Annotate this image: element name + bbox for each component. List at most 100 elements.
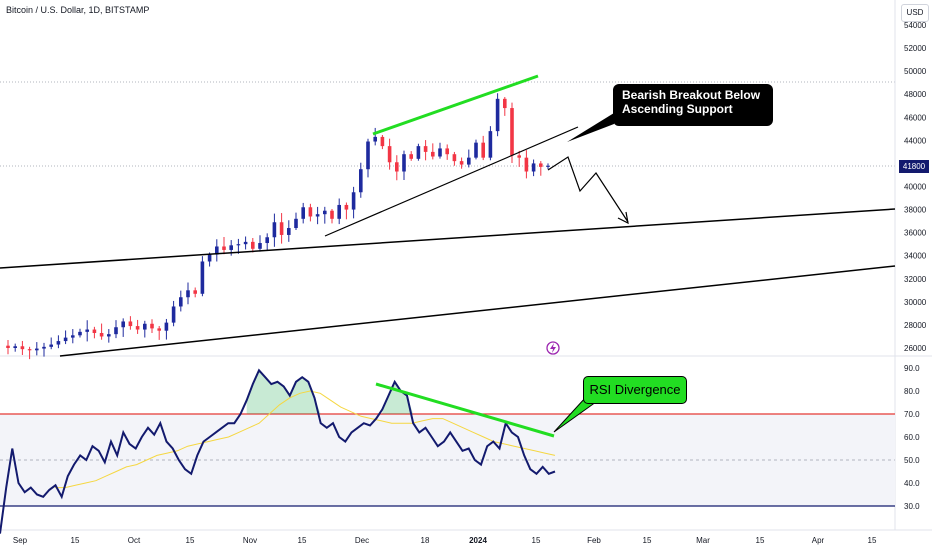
rsi-tick-label: 70.0 bbox=[904, 410, 920, 419]
candle bbox=[150, 319, 154, 333]
candle bbox=[157, 326, 161, 340]
rsi-tick-label: 80.0 bbox=[904, 387, 920, 396]
candle bbox=[416, 143, 421, 161]
candle bbox=[517, 150, 521, 167]
rsi-divergence-trendline bbox=[375, 382, 555, 438]
candle bbox=[71, 329, 75, 344]
candle bbox=[452, 151, 457, 166]
price-tick-label: 28000 bbox=[904, 321, 927, 330]
candle bbox=[366, 138, 370, 178]
candle bbox=[294, 212, 298, 230]
rsi-tick-label: 60.0 bbox=[904, 433, 920, 442]
bearish-breakout-callout: Bearish Breakout Below Ascending Support bbox=[613, 84, 773, 126]
time-tick-label: 15 bbox=[186, 536, 195, 545]
candles-group bbox=[6, 93, 550, 360]
candle bbox=[423, 140, 428, 161]
candle bbox=[200, 256, 205, 297]
candle bbox=[380, 134, 385, 150]
price-tick-label: 36000 bbox=[904, 229, 927, 238]
rsi-moving-average bbox=[55, 390, 556, 489]
candle bbox=[359, 162, 363, 198]
candle bbox=[344, 202, 349, 220]
price-tick-label: 32000 bbox=[904, 275, 927, 284]
time-tick-label: Feb bbox=[587, 536, 601, 545]
rsi-line bbox=[0, 368, 556, 534]
candle bbox=[42, 342, 46, 357]
candle bbox=[524, 150, 529, 179]
candle bbox=[438, 142, 442, 159]
candle bbox=[222, 237, 226, 255]
candle bbox=[503, 97, 507, 116]
candle bbox=[308, 203, 313, 222]
candle bbox=[488, 126, 493, 161]
candle bbox=[63, 330, 68, 345]
price-tick-label: 52000 bbox=[904, 44, 927, 53]
time-tick-label: 15 bbox=[71, 536, 80, 545]
time-tick-label: Sep bbox=[13, 536, 28, 545]
candle bbox=[287, 220, 291, 242]
currency-button[interactable]: USD bbox=[901, 4, 929, 22]
time-tick-label: Nov bbox=[243, 536, 257, 545]
candle bbox=[27, 346, 32, 360]
bearish-callout-line-2: Ascending Support bbox=[622, 102, 733, 116]
rsi-divergence-callout: RSI Divergence bbox=[583, 376, 687, 404]
ascending-support-line bbox=[324, 126, 579, 237]
time-tick-label: 18 bbox=[421, 536, 430, 545]
last-price-label: 41800 bbox=[899, 160, 929, 173]
candle bbox=[35, 342, 39, 356]
rsi-axis[interactable]: 30.0 40.0 50.0 60.0 70.0 80.0 90.0 bbox=[904, 364, 920, 511]
candle bbox=[481, 135, 485, 161]
candle bbox=[474, 139, 478, 160]
price-tick-label: 26000 bbox=[904, 344, 927, 353]
callout-pointer-bear bbox=[567, 113, 614, 142]
candle bbox=[402, 150, 406, 180]
price-axis[interactable]: 26000 28000 30000 32000 34000 36000 38000 40000… bbox=[904, 21, 927, 353]
candle bbox=[258, 235, 262, 252]
rsi-tick-label: 40.0 bbox=[904, 479, 920, 488]
candle bbox=[531, 159, 536, 177]
candle bbox=[539, 161, 543, 176]
candle bbox=[92, 326, 97, 339]
candle bbox=[265, 233, 269, 251]
candle bbox=[186, 282, 190, 305]
price-tick-label: 44000 bbox=[904, 136, 927, 145]
time-tick-label: Apr bbox=[812, 536, 825, 545]
price-tick-label: 50000 bbox=[904, 67, 927, 76]
candle bbox=[121, 318, 125, 337]
candle bbox=[272, 213, 277, 247]
projected-arrow-head bbox=[617, 211, 629, 225]
bearish-callout-line-1: Bearish Breakout Below bbox=[622, 88, 761, 102]
candle bbox=[337, 198, 341, 225]
candle bbox=[164, 318, 169, 340]
candle bbox=[243, 236, 248, 250]
candle bbox=[114, 320, 118, 339]
ascending-channel-lower bbox=[0, 208, 896, 269]
time-axis[interactable]: Sep 15 Oct 15 Nov 15 Dec 18 2024 15 Feb 15 Mar 15 Apr 1… bbox=[13, 536, 877, 545]
lightning-icon[interactable] bbox=[546, 341, 560, 355]
candle bbox=[107, 329, 111, 343]
time-tick-label: 15 bbox=[298, 536, 307, 545]
candle bbox=[128, 316, 133, 330]
candle bbox=[431, 143, 435, 160]
time-tick-label: 15 bbox=[756, 536, 765, 545]
candle bbox=[445, 144, 449, 160]
candle bbox=[409, 151, 413, 161]
price-tick-label: 46000 bbox=[904, 113, 927, 122]
time-tick-label: Oct bbox=[128, 536, 141, 545]
candle bbox=[215, 239, 219, 262]
candle bbox=[395, 155, 399, 181]
candle bbox=[236, 238, 241, 254]
candle bbox=[546, 163, 550, 170]
candle bbox=[251, 238, 255, 253]
symbol-title[interactable]: Bitcoin / U.S. Dollar, 1D, BITSTAMP bbox=[6, 5, 150, 15]
price-tick-label: 38000 bbox=[904, 206, 927, 215]
time-tick-label: 15 bbox=[532, 536, 541, 545]
candle bbox=[301, 202, 305, 224]
candle bbox=[171, 300, 176, 327]
candle bbox=[179, 290, 183, 312]
candle bbox=[510, 102, 514, 164]
candle bbox=[135, 319, 140, 334]
candle bbox=[495, 93, 500, 137]
candle bbox=[459, 157, 464, 169]
